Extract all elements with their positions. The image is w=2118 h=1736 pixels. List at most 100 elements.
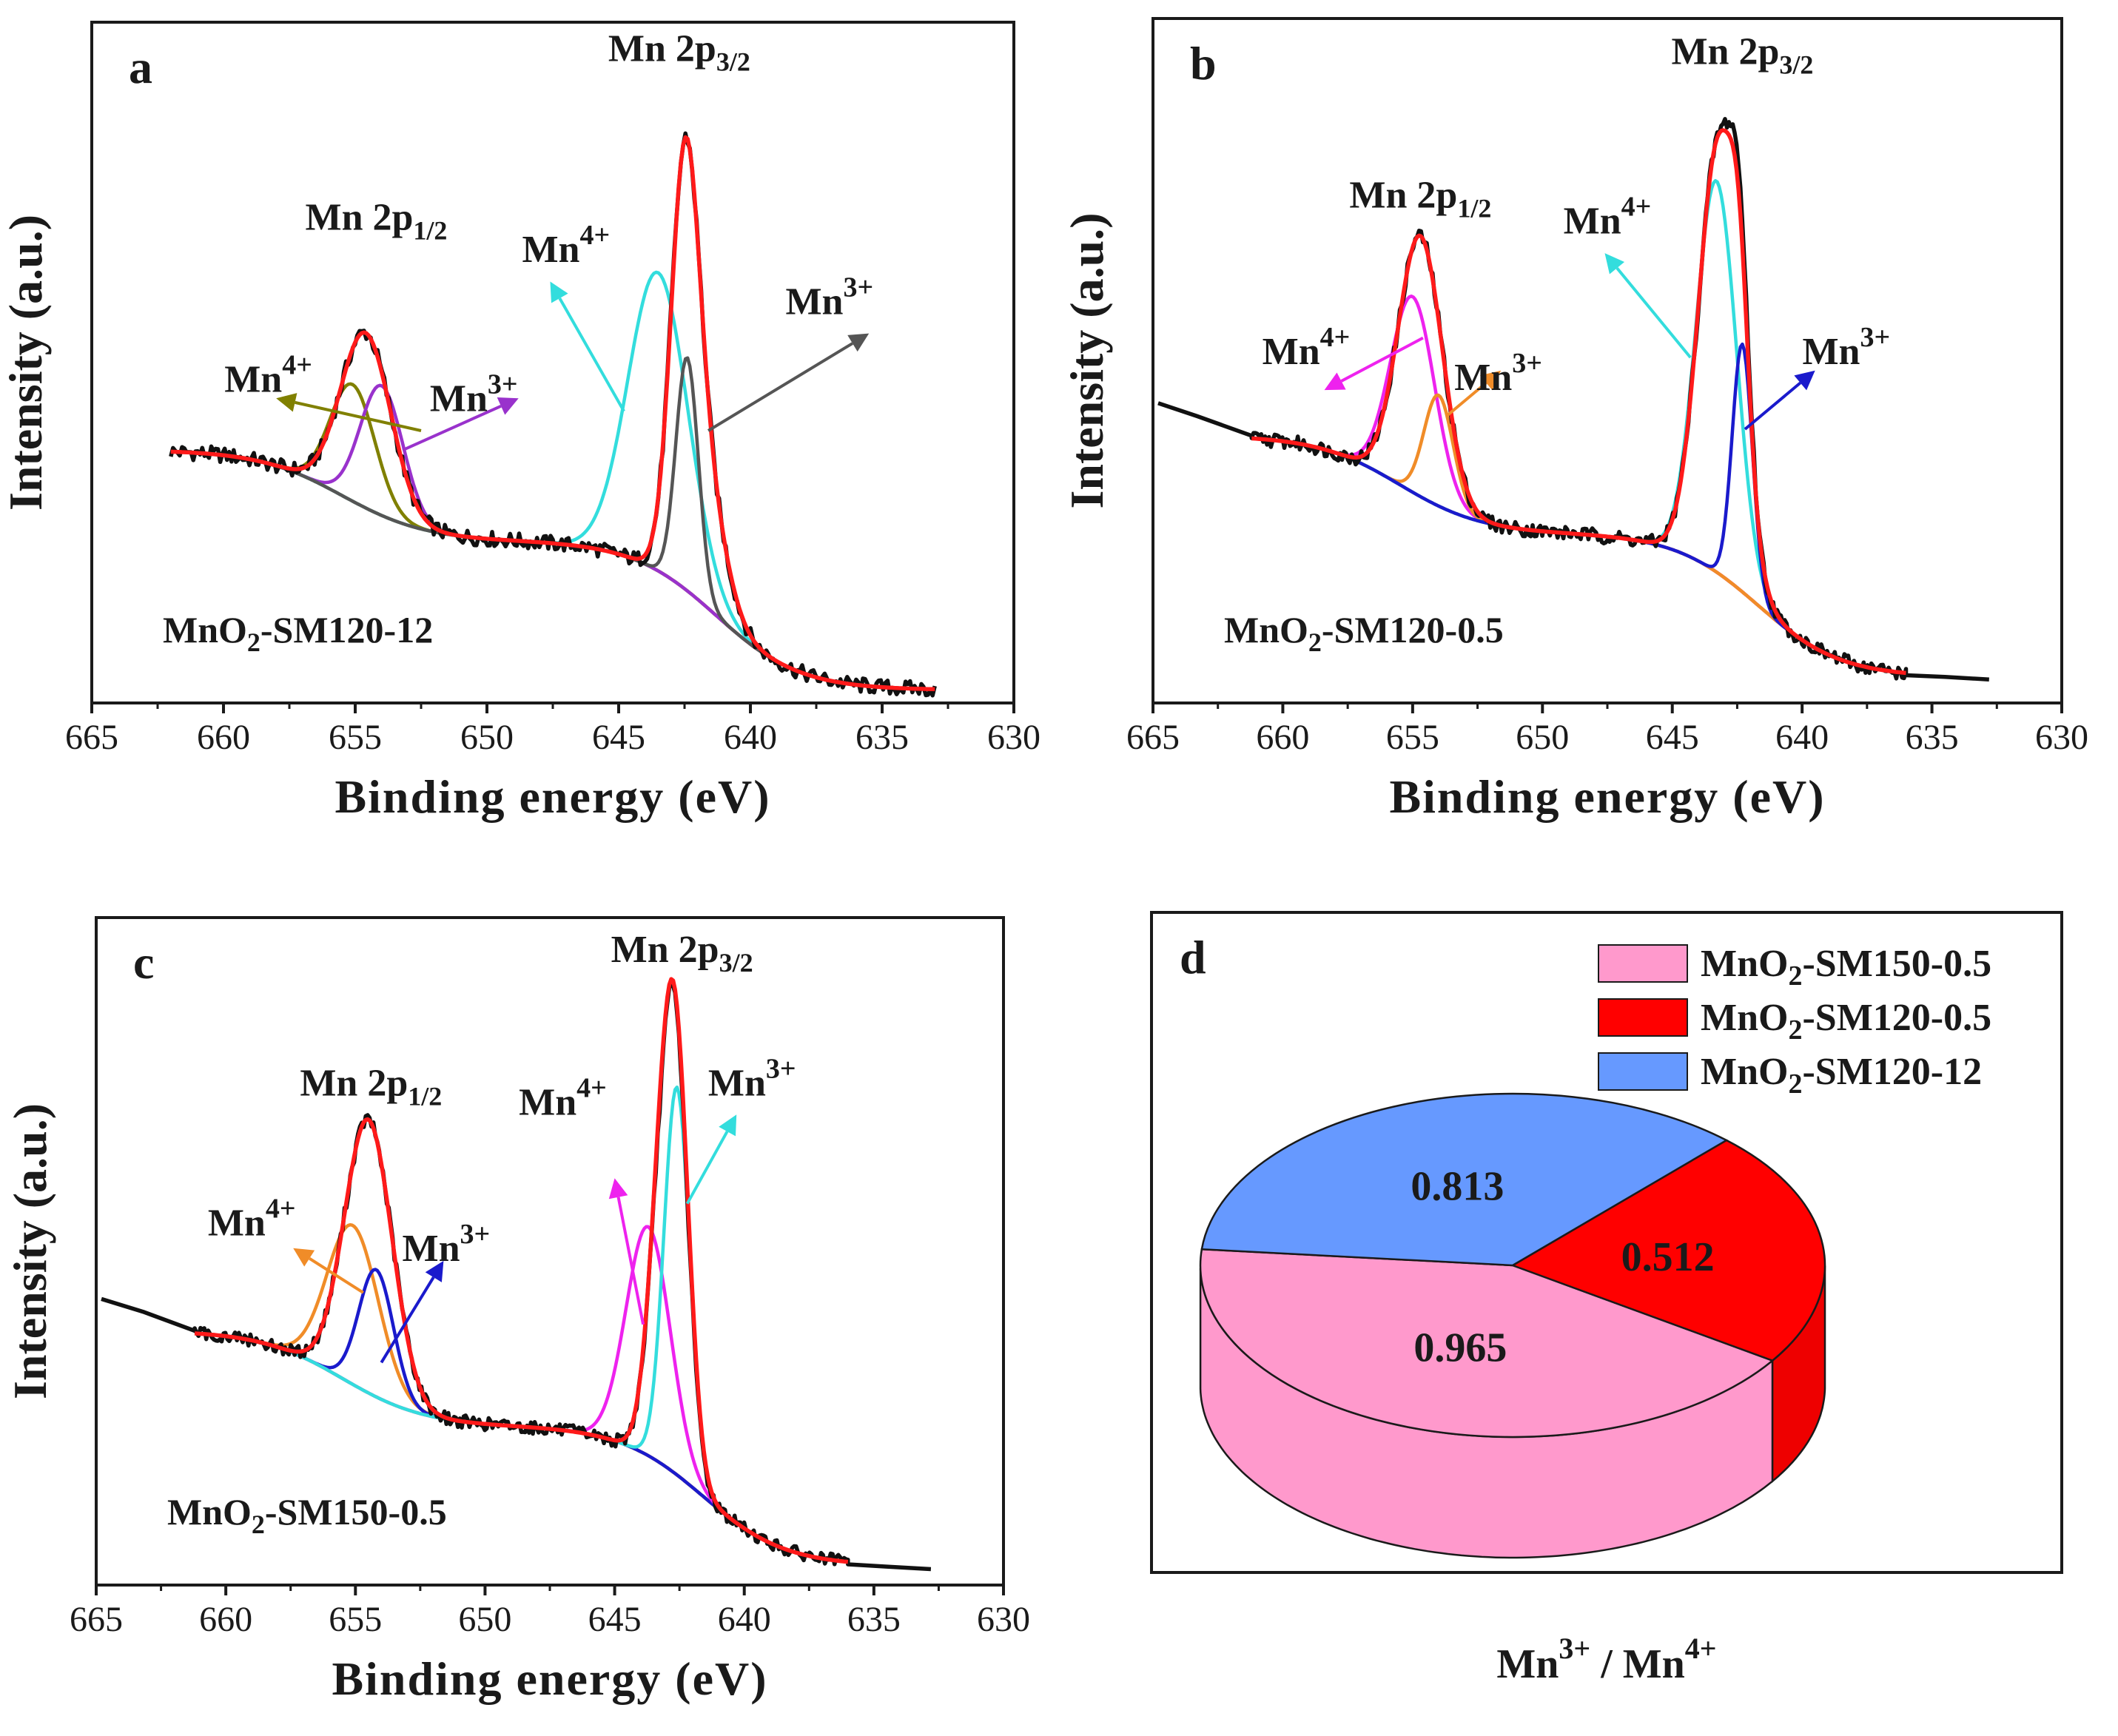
y-axis-label: Intensity (a.u.) (1060, 212, 1113, 508)
arrow-head (276, 393, 297, 412)
y-axis-label: Intensity (a.u.) (4, 1103, 56, 1399)
slice-value-label: 0.965 (1413, 1325, 1507, 1370)
arrow-head (719, 1114, 737, 1137)
x-tick-label: 645 (588, 1600, 642, 1639)
arrow-head (1324, 372, 1346, 391)
slice-value-label: 0.813 (1411, 1163, 1504, 1209)
x-tick-label: 635 (855, 718, 909, 757)
x-tick-label: 640 (1775, 718, 1829, 757)
panel-letter: d (1180, 931, 1206, 983)
x-tick-label: 645 (592, 718, 645, 757)
panel-a: 665 660 655 650 645 640 635 630 Binding energy (… (0, 21, 1040, 823)
legend-label: MnO2-SM150-0.5 (1701, 943, 1991, 992)
oxidation-state-label: Mn3+ (785, 272, 873, 323)
arrow-head (425, 1260, 444, 1282)
oxidation-state-label: Mn3+ (430, 369, 518, 420)
x-axis-label: Binding energy (eV) (1389, 770, 1825, 823)
x-tick-label: 660 (199, 1600, 252, 1639)
arrow-head (1479, 370, 1502, 391)
annotation-arrow (295, 400, 422, 432)
pie-slice (1510, 1139, 1826, 1362)
oxidation-state-label: Mn4+ (1564, 192, 1652, 243)
x-tick-label: 635 (1906, 718, 1959, 757)
x-tick-label: 655 (1386, 718, 1439, 757)
x-tick-label: 640 (718, 1600, 771, 1639)
arrow-head (608, 1178, 628, 1200)
oxidation-state-label: Mn3+ (1454, 348, 1542, 399)
panel-letter: a (129, 41, 152, 93)
oxidation-state-label: Mn4+ (1263, 322, 1351, 373)
sample-label: MnO2-SM120-0.5 (1224, 609, 1504, 657)
arrow-head (497, 397, 519, 415)
arrow-head (1794, 370, 1815, 391)
x-tick-label: 665 (1126, 718, 1180, 757)
x-tick-label: 630 (987, 718, 1040, 757)
series-envelope (1251, 128, 1906, 676)
annotation-arrow (402, 404, 502, 452)
legend-swatch (1598, 998, 1688, 1037)
legend-label: MnO2-SM120-12 (1701, 1051, 1982, 1100)
series-envelope (170, 135, 935, 692)
x-tick-label: 650 (1516, 718, 1569, 757)
y-axis-label: Intensity (a.u.) (0, 215, 52, 511)
x-tick-label: 655 (329, 718, 382, 757)
peak-label: Mn 2p1/2 (300, 1063, 442, 1111)
x-tick-label: 640 (724, 718, 777, 757)
x-tick-label: 630 (977, 1600, 1030, 1639)
series-raw (101, 983, 932, 1572)
series-envelope (194, 977, 849, 1564)
plot-frame (1150, 911, 2063, 1574)
annotation-arrow (309, 1256, 364, 1294)
oxidation-state-label: Mn3+ (708, 1054, 796, 1105)
annotation-arrow (1744, 381, 1802, 431)
x-tick-label: 660 (197, 718, 250, 757)
x-tick-label: 630 (2035, 718, 2088, 757)
oxidation-state-label: Mn4+ (224, 349, 312, 400)
x-tick-label: 650 (460, 718, 514, 757)
annotation-arrow (1340, 336, 1424, 383)
x-tick-label: 635 (847, 1600, 901, 1639)
annotation-arrow (1616, 266, 1692, 359)
annotation-arrow (616, 1197, 645, 1325)
oxidation-state-label: Mn4+ (519, 1072, 607, 1123)
peak-label: Mn 2p1/2 (1349, 174, 1491, 223)
oxidation-state-label: Mn3+ (403, 1219, 491, 1270)
x-tick-label: 655 (329, 1600, 382, 1639)
sample-label: MnO2-SM150-0.5 (167, 1491, 447, 1539)
legend-swatch (1598, 1052, 1688, 1091)
peak-label: Mn 2p1/2 (306, 196, 448, 245)
arrow-head (550, 281, 568, 303)
slice-value-label: 0.512 (1621, 1234, 1715, 1280)
panel-d: d MnO2-SM150-0.5 MnO2-SM120-0.5 MnO2-SM120-… (1150, 911, 2063, 1687)
arrow-head (847, 333, 870, 352)
peak-label: Mn 2p3/2 (611, 929, 753, 978)
series-raw (169, 131, 937, 698)
x-axis-label: Binding energy (eV) (332, 1652, 767, 1705)
series-background (170, 450, 935, 691)
annotation-arrow (707, 342, 853, 432)
oxidation-state-label: Mn4+ (522, 220, 610, 271)
x-tick-label: 645 (1646, 718, 1699, 757)
arrow-head (293, 1248, 315, 1267)
panel-b: 665 660 655 650 645 640 635 630 Binding energy (… (1060, 17, 2088, 823)
annotation-arrow (380, 1276, 435, 1364)
pie-slice (1199, 1248, 1775, 1439)
panel-letter: c (133, 936, 154, 989)
oxidation-state-label: Mn4+ (208, 1194, 296, 1245)
series-mn4-2p32 (1251, 178, 1906, 675)
x-axis-label: Binding energy (eV) (334, 770, 770, 823)
legend-swatch (1598, 944, 1688, 983)
oxidation-state-label: Mn3+ (1802, 322, 1890, 373)
plot-frame (95, 916, 1005, 1587)
x-tick-label: 665 (70, 1600, 123, 1639)
annotation-arrow (558, 297, 625, 412)
pie-slice (1200, 1092, 1729, 1267)
peak-label: Mn 2p3/2 (608, 28, 750, 77)
panel-c: 665 660 655 650 645 640 635 630 Binding energy (… (4, 916, 1030, 1705)
sample-label: MnO2-SM120-12 (163, 609, 433, 657)
peak-label: Mn 2p3/2 (1671, 31, 1813, 80)
pie-axis-label: Mn3+ / Mn4+ (1496, 1632, 1716, 1687)
x-tick-label: 665 (65, 718, 118, 757)
annotation-arrow (685, 1131, 729, 1205)
